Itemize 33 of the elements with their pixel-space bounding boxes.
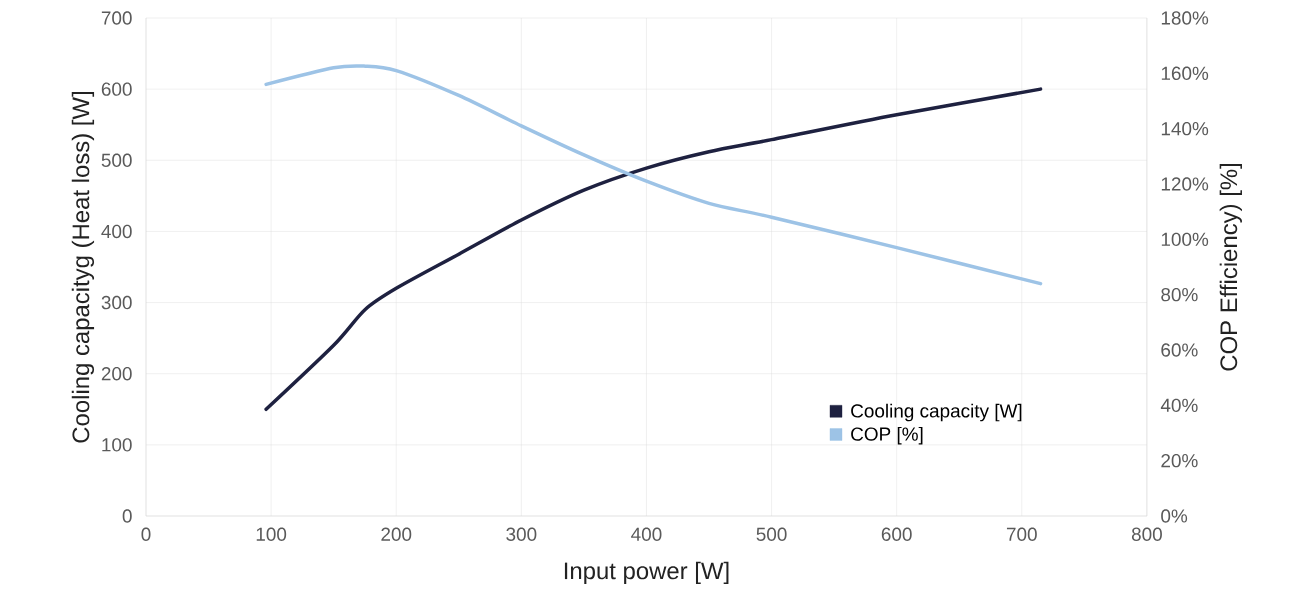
y-tick-label: 100 — [102, 438, 132, 452]
y-tick-label: 300 — [101, 295, 132, 310]
y-tick-label: 600 — [101, 82, 132, 96]
y2-tick-label: 120% — [1161, 177, 1209, 191]
y2-tick-label: 160% — [1161, 66, 1209, 81]
x-tick-label: 800 — [1131, 527, 1162, 541]
y-tick-label: 400 — [101, 224, 132, 239]
x-tick-label: 200 — [381, 527, 412, 541]
y-axis-title: Cooling capacityg (Heat loss) [W] — [71, 92, 95, 443]
x-tick-label: 400 — [631, 527, 662, 541]
y2-tick-label: 60% — [1161, 343, 1198, 357]
x-tick-label: 600 — [881, 527, 912, 541]
y-tick-label: 0 — [122, 509, 132, 523]
x-tick-label: 100 — [256, 527, 287, 541]
y-tick-label: 200 — [101, 367, 132, 381]
x-tick-label: 300 — [506, 527, 537, 541]
y2-tick-label: 140% — [1161, 121, 1209, 136]
x-tick-label: 700 — [1006, 527, 1037, 541]
y2-tick-label: 40% — [1160, 398, 1198, 413]
y2-axis-title: COP Efficiency) [%] — [1219, 163, 1242, 371]
y2-tick-label: 0% — [1161, 509, 1188, 523]
y2-tick-label: 100% — [1161, 232, 1209, 247]
legend-label: COP [%] — [851, 426, 923, 445]
y2-tick-label: 80% — [1161, 287, 1198, 302]
x-tick-label: 500 — [756, 527, 787, 541]
y2-tick-label: 20% — [1161, 453, 1198, 468]
line-series — [264, 64, 1043, 286]
legend-label: Cooling capacity [W] — [851, 403, 1022, 422]
x-tick-label: 0 — [141, 527, 151, 541]
y-tick-label: 500 — [101, 153, 132, 167]
y2-tick-label: 180% — [1161, 11, 1209, 25]
x-axis-title: Input power [W] — [564, 561, 729, 585]
y-tick-label: 700 — [101, 11, 132, 25]
